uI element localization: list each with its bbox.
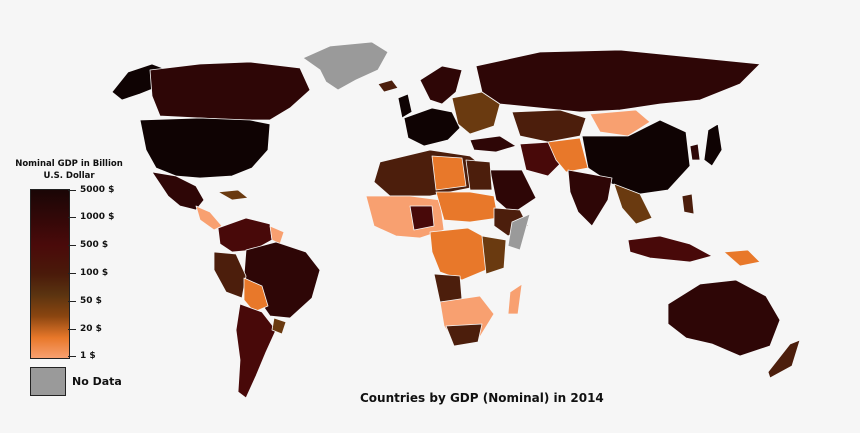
legend-title-line1: Nominal GDP in Billion [15,159,123,169]
region-angola [433,273,463,303]
legend-tick [68,190,76,191]
region-mexico [151,171,205,211]
region-uruguay [271,317,287,335]
legend-tick [68,329,76,330]
legend-label-1: 1 $ [80,351,96,361]
region-png [723,249,761,267]
region-australia [667,279,781,357]
legend-label-500: 500 $ [80,240,109,250]
legend-label-5000: 5000 $ [80,185,115,195]
region-egypt [465,159,493,191]
region-japan [703,123,723,167]
region-uk [397,93,413,119]
legend-title-line2: U.S. Dollar [43,171,95,181]
legend-label-100: 100 $ [80,268,109,278]
region-turkey [469,135,517,153]
legend-label-50: 50 $ [80,296,102,306]
legend-no-data-swatch [30,367,66,396]
region-argentina [235,303,277,399]
legend-title: Nominal GDP in Billion U.S. Dollar [14,158,124,182]
region-guianas [269,225,285,245]
region-andes [213,251,247,299]
legend-tick [68,217,76,218]
region-kazakhstan [511,109,587,143]
region-philippines [681,193,695,215]
legend-no-data-label: No Data [72,375,122,388]
legend-tick [68,245,76,246]
legend-tick [68,273,76,274]
region-east-africa [481,235,507,275]
region-mongolia [589,109,651,137]
legend-tick [68,356,76,357]
legend-label-20: 20 $ [80,324,102,334]
legend-color-scale [30,189,70,359]
region-north-south-america [217,217,273,253]
region-central-asia [547,137,589,173]
region-libya [431,155,467,191]
region-russia [475,49,761,113]
region-saudi [489,169,537,215]
region-nigeria [409,205,435,231]
region-bolivia [243,277,269,313]
region-canada [149,61,311,121]
region-indonesia [627,235,713,263]
region-western-europe [403,107,461,147]
region-caribbean [217,189,249,201]
region-central-america [195,205,223,231]
region-new-zealand [767,339,801,379]
region-somalia [507,213,531,251]
region-madagascar [507,283,523,315]
region-india [567,169,613,227]
region-sahel [435,191,499,223]
region-greenland [302,41,389,91]
legend-label-1000: 1000 $ [80,212,115,222]
map-title: Countries by GDP (Nominal) in 2014 [360,391,604,405]
region-korea [689,143,701,161]
region-iceland [377,79,399,93]
region-usa [139,117,271,179]
region-central-africa [429,227,491,281]
region-southeast-asia [613,183,653,225]
region-scandinavia [419,65,463,105]
region-south-africa [445,323,483,347]
legend-tick [68,301,76,302]
